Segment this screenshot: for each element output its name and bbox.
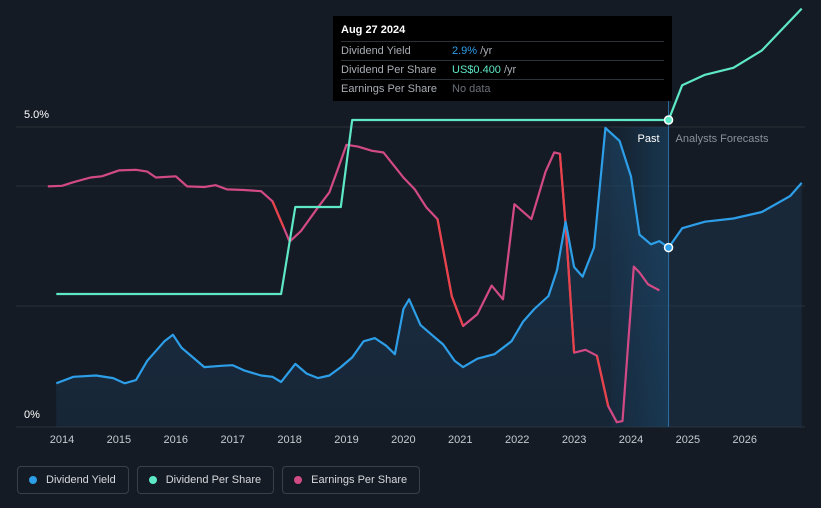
chart-legend: Dividend Yield Dividend Per Share Earnin…	[17, 466, 421, 494]
x-axis-ticks: 2014 2015 2016 2017 2018 2019 2020 2021 2022 2023…	[50, 434, 757, 446]
legend-dot-icon	[294, 476, 303, 484]
tooltip-row-dividend-per-share: Dividend Per Share US$0.400 /yr	[341, 60, 664, 79]
tooltip-row-dividend-yield: Dividend Yield 2.9% /yr	[341, 41, 664, 60]
dividend-per-share-line	[56, 118, 669, 296]
earnings-per-share-decline-line	[271, 153, 610, 407]
tooltip-value: US$0.400	[452, 64, 501, 76]
tooltip-suffix: /yr	[503, 64, 517, 76]
tooltip-date: Aug 27 2024	[341, 24, 406, 36]
earnings-per-share-line	[47, 143, 660, 424]
legend-label: Earnings Per Share	[311, 474, 408, 486]
analysts-forecasts-label: Analysts Forecasts	[676, 133, 769, 145]
y-tick-label: 5.0%	[24, 109, 49, 121]
x-tick-label: 2018	[277, 434, 301, 446]
dividend-yield-line	[55, 126, 670, 385]
dividend-yield-forecast-area	[668, 182, 802, 427]
x-tick-label: 2023	[562, 434, 586, 446]
x-tick-label: 2020	[391, 434, 415, 446]
x-tick-label: 2019	[334, 434, 358, 446]
x-tick-label: 2015	[107, 434, 131, 446]
legend-dividend-yield[interactable]: Dividend Yield	[17, 466, 129, 494]
dividend-yield-area	[56, 128, 669, 427]
y-tick-label: 0%	[24, 409, 40, 421]
y-axis-ticks: 0% 5.0%	[24, 109, 49, 421]
x-tick-label: 2026	[733, 434, 757, 446]
legend-dividend-per-share[interactable]: Dividend Per Share	[136, 466, 275, 494]
tooltip-label: Dividend Yield	[341, 45, 411, 57]
chart-tooltip: Aug 27 2024 Dividend Yield 2.9% /yr Divi…	[333, 16, 672, 101]
x-tick-label: 2024	[619, 434, 643, 446]
tooltip-row-earnings-per-share: Earnings Per Share No data	[341, 79, 664, 98]
x-tick-label: 2017	[220, 434, 244, 446]
dividend-per-share-forecast-line	[667, 7, 803, 121]
legend-dot-icon	[29, 476, 37, 484]
dividend-yield-forecast-line	[667, 182, 803, 249]
x-tick-label: 2022	[505, 434, 529, 446]
tooltip-suffix: /yr	[480, 45, 493, 57]
x-tick-label: 2025	[676, 434, 700, 446]
tooltip-label: Earnings Per Share	[341, 83, 437, 95]
past-label: Past	[638, 133, 660, 145]
legend-dot-icon	[148, 476, 157, 484]
legend-label: Dividend Yield	[46, 474, 116, 486]
x-tick-label: 2021	[448, 434, 472, 446]
tooltip-label: Dividend Per Share	[341, 64, 437, 76]
dividend-yield-marker[interactable]	[663, 242, 674, 253]
x-tick-label: 2014	[50, 434, 74, 446]
dividend-per-share-marker[interactable]	[663, 115, 674, 125]
legend-label: Dividend Per Share	[165, 474, 262, 486]
x-tick-label: 2016	[164, 434, 188, 446]
legend-earnings-per-share[interactable]: Earnings Per Share	[282, 466, 421, 494]
tooltip-value: No data	[452, 83, 491, 95]
tooltip-value: 2.9%	[452, 45, 478, 57]
